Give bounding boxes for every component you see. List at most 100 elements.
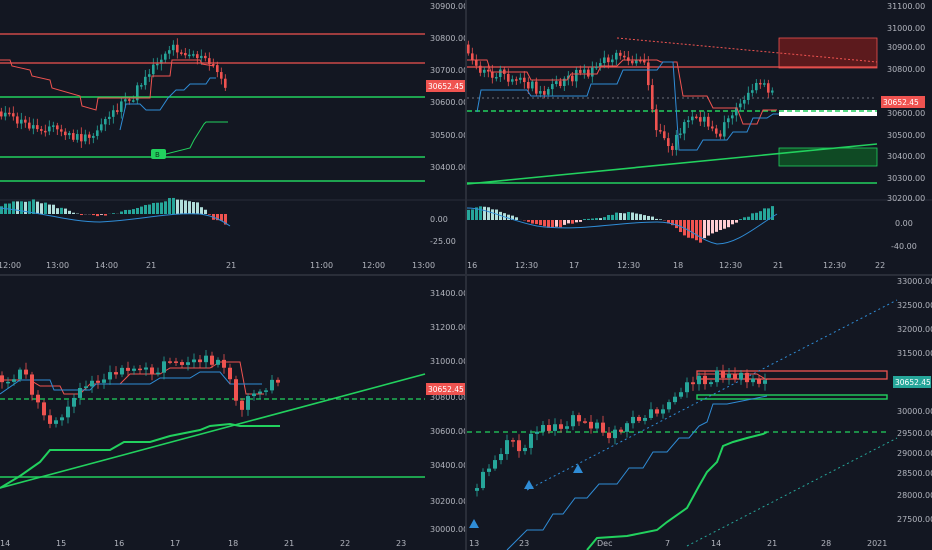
- candle-body: [168, 50, 171, 54]
- histogram-bar: [755, 212, 758, 220]
- histogram-bar: [507, 214, 510, 220]
- candle-body: [126, 367, 130, 371]
- chart-canvas-bottom-left[interactable]: 31400.00 31200.00 31000.00 30800.00 3060…: [0, 276, 465, 550]
- candle-body: [72, 397, 76, 407]
- candle-body: [212, 64, 215, 66]
- y-axis-top-right[interactable]: 31100.00 31000.00 30900.00 30800.00 3060…: [887, 2, 925, 251]
- pane-divider-horizontal[interactable]: [0, 274, 932, 276]
- y-tick: 30200.00: [887, 194, 925, 203]
- candle-body: [577, 415, 581, 422]
- candle-body: [188, 54, 191, 57]
- buy-signal-triangle-icon[interactable]: [573, 464, 583, 473]
- chart-pane-bottom-right[interactable]: 33000.00 32500.00 32000.00 31500.00 3000…: [467, 276, 932, 550]
- candle-body: [144, 367, 148, 370]
- candle-body: [587, 69, 590, 77]
- histogram-bar: [603, 217, 606, 220]
- candles-bottom-left: [0, 350, 280, 429]
- candle-body: [655, 409, 659, 414]
- candle-body: [763, 380, 767, 384]
- chart-pane-bottom-left[interactable]: 31400.00 31200.00 31000.00 30800.00 3060…: [0, 276, 465, 550]
- candle-body: [36, 394, 40, 403]
- x-axis-top-right[interactable]: 16 12:30 17 12:30 18 12:30 21 12:30 22: [467, 261, 885, 270]
- candle-body: [679, 133, 682, 135]
- candle-body: [120, 101, 123, 112]
- x-tick: 11:00: [310, 261, 333, 270]
- candle-body: [60, 129, 63, 132]
- price-badge-top-left: 30652.45: [426, 80, 466, 92]
- candle-body: [667, 138, 670, 147]
- candle-body: [192, 359, 196, 363]
- candle-body: [499, 454, 503, 461]
- candle-body: [571, 75, 574, 82]
- x-tick: 28: [821, 539, 831, 548]
- candle-body: [679, 392, 683, 397]
- y-axis-bottom-left[interactable]: 31400.00 31200.00 31000.00 30800.00 3060…: [430, 289, 465, 534]
- candle-body: [727, 373, 731, 378]
- candle-body: [276, 379, 280, 383]
- candle-body: [42, 402, 46, 416]
- candle-body: [180, 52, 183, 54]
- histogram-bar: [12, 201, 15, 214]
- candle-body: [44, 130, 47, 133]
- histogram-bar: [156, 202, 159, 214]
- candle-body: [627, 57, 630, 61]
- x-axis-bottom-left[interactable]: 14 15 16 17 18 21 22 23: [0, 539, 406, 548]
- chart-canvas-bottom-right[interactable]: 33000.00 32500.00 32000.00 31500.00 3000…: [467, 276, 932, 550]
- candle-body: [483, 69, 486, 73]
- chart-canvas-top-left[interactable]: B 30900.00 30800.00 30700.00 30600.00 30…: [0, 0, 466, 274]
- histogram-bar: [703, 220, 706, 239]
- histogram-bar: [180, 199, 183, 214]
- candle-body: [156, 372, 160, 375]
- histogram-bar: [611, 214, 614, 220]
- candle-body: [595, 66, 598, 69]
- candle-body: [224, 78, 227, 88]
- entry-zone: [779, 110, 877, 116]
- histogram-bar: [164, 201, 167, 214]
- candle-body: [541, 425, 545, 432]
- histogram-bar: [599, 218, 602, 220]
- x-tick: 17: [170, 539, 180, 548]
- candle-body: [547, 425, 551, 431]
- histogram-bar: [591, 218, 594, 220]
- candle-body: [84, 134, 87, 142]
- candle-body: [120, 367, 124, 375]
- chart-canvas-top-right[interactable]: 31100.00 31000.00 30900.00 30800.00 3060…: [467, 0, 932, 274]
- candle-body: [635, 60, 638, 64]
- y-tick: 30600.00: [887, 109, 925, 118]
- candle-body: [623, 55, 626, 58]
- svg-text:30652.45: 30652.45: [895, 378, 931, 387]
- x-tick: 12:30: [823, 261, 846, 270]
- candle-body: [723, 122, 726, 137]
- buy-marker[interactable]: [151, 149, 166, 159]
- histogram-bar: [623, 213, 626, 220]
- x-tick: 18: [673, 261, 683, 270]
- candle-body: [649, 409, 653, 418]
- histogram-bar: [575, 220, 578, 223]
- candle-body: [479, 65, 482, 73]
- price-badge-bottom-right: 30652.45: [893, 376, 931, 388]
- x-tick: 16: [114, 539, 124, 548]
- buy-signal-triangle-icon[interactable]: [524, 480, 534, 489]
- trailing-stop-line: [506, 395, 768, 550]
- chart-pane-top-left[interactable]: B 30900.00 30800.00 30700.00 30600.00 30…: [0, 0, 466, 274]
- histogram-bar: [104, 214, 107, 216]
- y-tick: -40.00: [891, 242, 917, 251]
- candle-body: [547, 89, 550, 95]
- candle-body: [637, 416, 641, 421]
- candle-body: [493, 460, 497, 469]
- y-axis-bottom-right[interactable]: 33000.00 32500.00 32000.00 31500.00 3000…: [897, 277, 932, 524]
- histogram-bar: [643, 215, 646, 220]
- y-axis-top-left[interactable]: 30900.00 30800.00 30700.00 30600.00 3050…: [430, 2, 466, 246]
- candle-body: [252, 393, 256, 397]
- x-axis-bottom-right[interactable]: 13 23 Dec 7 14 21 28 2021: [469, 539, 887, 548]
- x-axis-top-left[interactable]: 12:00 13:00 14:00 21 21 11:00 12:00 13:0…: [0, 261, 435, 270]
- histogram-bar: [707, 220, 710, 236]
- candle-body: [16, 116, 19, 124]
- candle-body: [715, 128, 718, 134]
- chart-pane-top-right[interactable]: 31100.00 31000.00 30900.00 30800.00 3060…: [467, 0, 932, 274]
- candle-body: [499, 69, 502, 78]
- histogram-bar: [16, 201, 19, 214]
- x-tick: 13:00: [412, 261, 435, 270]
- buy-signal-triangle-icon[interactable]: [469, 519, 479, 528]
- histogram-bar: [80, 214, 83, 216]
